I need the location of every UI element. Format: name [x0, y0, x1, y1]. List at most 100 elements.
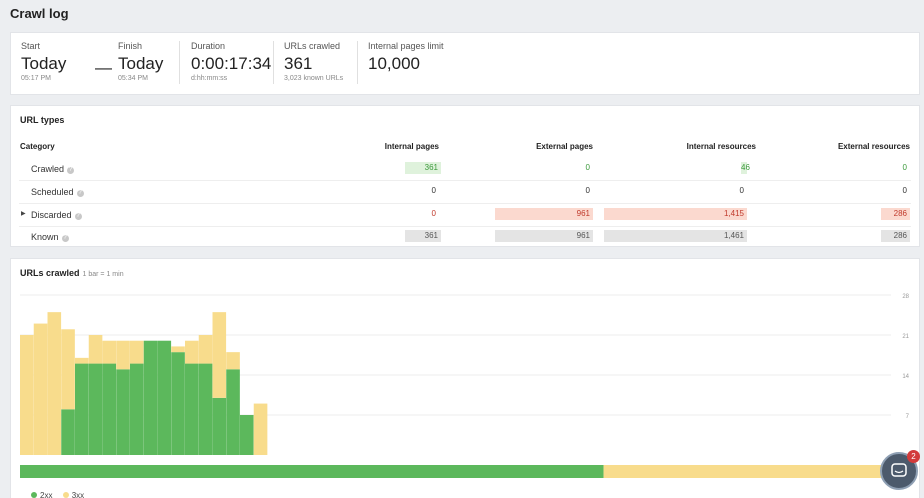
- pages-limit-stat: Internal pages limit 10,000: [358, 33, 478, 94]
- bar-3xx[interactable]: [185, 340, 199, 364]
- header-external-pages: External pages: [536, 142, 593, 151]
- bar-3xx[interactable]: [226, 352, 240, 370]
- urls-crawled-stat: URLs crawled 361 3,023 known URLs: [274, 33, 358, 94]
- bar-3xx[interactable]: [198, 335, 213, 364]
- divider: [273, 41, 274, 84]
- info-icon[interactable]: ?: [76, 190, 84, 197]
- table-row: Known? 361 961 1,461 286: [11, 228, 919, 246]
- legend-item-2xx[interactable]: 2xx: [31, 491, 52, 498]
- finish-value: Today: [118, 54, 164, 73]
- duration-stat: Duration 0:00:17:34 d:hh:mm:ss: [180, 33, 274, 94]
- bar-2xx[interactable]: [240, 415, 254, 455]
- cell-value: 361: [405, 230, 441, 242]
- pages-limit-label: Internal pages limit: [368, 41, 444, 51]
- table-row[interactable]: ▶ Discarded? 0 961 1,415 286: [11, 206, 919, 224]
- finish-stat: Finish Today 05:34 PM: [118, 33, 180, 94]
- y-tick-label: 14: [902, 374, 909, 380]
- chart-legend: 2xx 3xx: [31, 491, 84, 498]
- info-icon[interactable]: ?: [67, 167, 75, 174]
- crawl-summary-card: Start Today 05:17 PM — Finish Today 05:3…: [10, 32, 920, 95]
- cell-value: 286: [881, 230, 910, 242]
- divider: [357, 41, 358, 84]
- urls-crawled-label: URLs crawled: [284, 41, 341, 51]
- duration-label: Duration: [191, 41, 226, 51]
- start-time: 05:17 PM: [21, 75, 51, 82]
- expand-caret-icon[interactable]: ▶: [21, 211, 26, 217]
- cell-value: 361: [405, 162, 441, 174]
- cell-value: 0: [585, 186, 590, 195]
- bar-3xx[interactable]: [88, 335, 103, 364]
- bar-2xx[interactable]: [185, 363, 199, 455]
- bar-3xx[interactable]: [130, 340, 144, 364]
- row-label: Discarded?: [31, 210, 82, 220]
- bar-2xx[interactable]: [61, 409, 75, 455]
- y-tick-label: 28: [902, 294, 909, 300]
- bar-2xx[interactable]: [171, 352, 185, 455]
- header-external-resources: External resources: [837, 142, 910, 151]
- bar-2xx[interactable]: [88, 363, 103, 455]
- bar-3xx[interactable]: [33, 323, 48, 455]
- bar-3xx[interactable]: [20, 335, 34, 455]
- y-tick-label: 7: [906, 414, 910, 420]
- bar-2xx[interactable]: [130, 363, 144, 455]
- bar-2xx[interactable]: [157, 340, 172, 455]
- bar-2xx[interactable]: [198, 363, 213, 455]
- cell-value: 0: [902, 163, 907, 172]
- page-title: Crawl log: [10, 6, 69, 21]
- cell-value: 0: [902, 186, 907, 195]
- row-label: Crawled?: [31, 164, 75, 174]
- row-divider: [19, 180, 911, 181]
- legend-item-3xx[interactable]: 3xx: [62, 491, 84, 498]
- legend-dot-icon: [62, 492, 69, 498]
- bar-2xx[interactable]: [143, 340, 158, 455]
- bar-3xx[interactable]: [171, 346, 185, 353]
- cell-value: 46: [741, 162, 750, 174]
- bar-3xx[interactable]: [47, 312, 62, 455]
- bar-3xx[interactable]: [212, 312, 227, 398]
- row-label: Scheduled?: [31, 187, 84, 197]
- bar-2xx[interactable]: [102, 363, 117, 455]
- row-label: Known?: [31, 232, 69, 242]
- start-stat: Start Today 05:17 PM: [11, 33, 89, 94]
- chat-icon: [891, 463, 907, 477]
- notification-badge: 2: [907, 450, 920, 463]
- cell-value: 1,415: [604, 208, 747, 220]
- start-value: Today: [21, 54, 67, 73]
- cell-value: 1,461: [604, 230, 747, 242]
- cell-value: 961: [495, 208, 593, 220]
- bar-2xx[interactable]: [226, 369, 240, 455]
- urls-crawled-card: URLs crawled 1 bar = 1 min 28 21 14 7 2xx 3x…: [10, 258, 920, 498]
- row-divider: [19, 203, 911, 204]
- bar-3xx[interactable]: [75, 357, 89, 364]
- urls-crawled-chart: 28 21 14 7: [20, 294, 910, 478]
- cell-value: 961: [495, 230, 593, 242]
- chart-title: URLs crawled 1 bar = 1 min: [20, 268, 124, 278]
- chat-button[interactable]: 2: [880, 450, 920, 490]
- bar-2xx[interactable]: [75, 363, 89, 455]
- bar-3xx[interactable]: [116, 340, 130, 370]
- header-category: Category: [20, 142, 55, 151]
- cell-value: 0: [585, 163, 590, 172]
- finish-time: 05:34 PM: [118, 75, 148, 82]
- summary-bar-2xx[interactable]: [20, 465, 604, 478]
- cell-value: 0: [739, 186, 744, 195]
- table-row: Scheduled? 0 0 0 0: [11, 183, 919, 201]
- chart-subtitle: 1 bar = 1 min: [82, 271, 124, 278]
- cell-value: 286: [881, 208, 910, 220]
- info-icon[interactable]: ?: [74, 213, 82, 220]
- info-icon[interactable]: ?: [61, 235, 69, 242]
- bar-2xx[interactable]: [212, 397, 227, 455]
- duration-value: 0:00:17:34: [191, 54, 272, 73]
- row-divider: [19, 226, 911, 227]
- table-row: Crawled? 361 0 46 0: [11, 160, 919, 178]
- known-urls-count: 3,023 known URLs: [284, 75, 344, 82]
- y-tick-label: 21: [902, 334, 909, 340]
- cell-value: 0: [431, 186, 436, 195]
- summary-bar-3xx[interactable]: [603, 465, 891, 478]
- bar-2xx[interactable]: [116, 369, 130, 455]
- url-types-card: URL types Category Internal pages Extern…: [10, 105, 920, 247]
- bar-3xx[interactable]: [61, 329, 75, 410]
- bar-3xx[interactable]: [253, 403, 268, 455]
- cell-value: 0: [431, 209, 436, 218]
- bar-3xx[interactable]: [102, 340, 117, 364]
